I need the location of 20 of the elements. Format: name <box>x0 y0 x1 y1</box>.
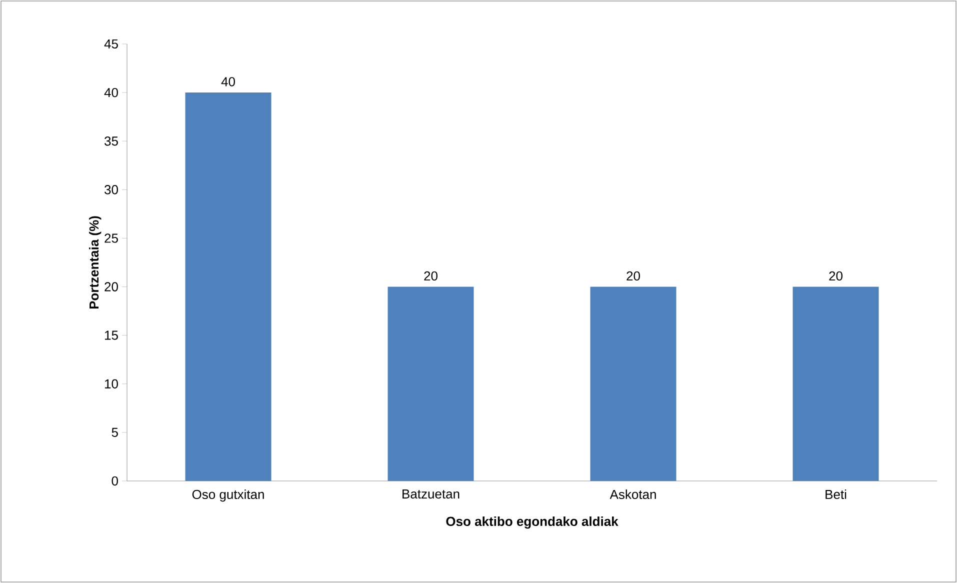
y-tick-label: 0 <box>112 476 118 486</box>
data-label: 20 <box>829 271 842 281</box>
data-label: 40 <box>221 77 235 86</box>
y-tick-label: 10 <box>105 379 118 388</box>
x-tick-label: Askotan <box>610 490 656 500</box>
data-label: 20 <box>626 271 640 281</box>
y-tick-label: 5 <box>112 428 118 437</box>
y-axis-title: Portzentaia (%) <box>89 216 102 309</box>
x-tick-label: Batzuetan <box>402 490 460 499</box>
x-tick-label: Oso gutxitan <box>192 490 264 502</box>
y-tick-label: 35 <box>104 136 118 146</box>
y-tick-label: 15 <box>105 330 118 340</box>
y-tick-label: 25 <box>104 234 118 243</box>
data-label: 20 <box>424 271 438 281</box>
y-tick-label: 45 <box>104 39 118 49</box>
y-tick-label: 40 <box>104 88 118 98</box>
x-tick-label: Beti <box>826 490 846 500</box>
x-axis-title: Oso aktibo egondako aldiak <box>446 516 618 529</box>
y-tick-label: 30 <box>104 185 118 194</box>
y-tick-label: 20 <box>104 282 118 292</box>
